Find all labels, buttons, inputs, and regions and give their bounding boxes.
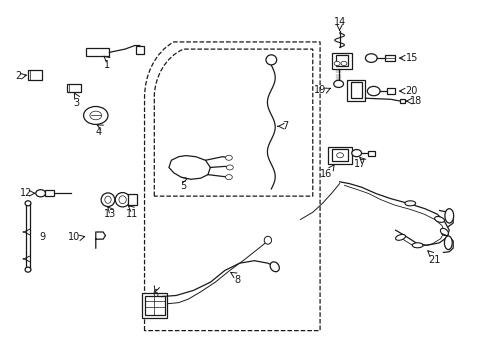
Ellipse shape (440, 228, 447, 236)
Bar (44, 190, 54, 196)
Circle shape (226, 165, 233, 170)
Ellipse shape (444, 209, 453, 223)
Circle shape (90, 111, 102, 120)
Text: 11: 11 (126, 210, 138, 219)
Ellipse shape (101, 193, 115, 207)
Ellipse shape (104, 196, 111, 203)
Ellipse shape (444, 236, 451, 249)
Ellipse shape (25, 201, 31, 206)
Text: 2: 2 (15, 71, 21, 81)
Text: 16: 16 (320, 168, 332, 179)
Bar (136, 45, 143, 54)
Text: 20: 20 (405, 86, 417, 96)
Text: 17: 17 (354, 159, 366, 169)
Bar (26, 203, 30, 270)
Circle shape (333, 61, 339, 66)
Text: 12: 12 (20, 188, 32, 198)
Bar (128, 194, 137, 205)
Text: 19: 19 (313, 85, 326, 95)
Bar (145, 296, 164, 315)
Circle shape (340, 61, 346, 66)
Ellipse shape (264, 236, 271, 244)
Circle shape (336, 153, 343, 158)
Bar (27, 69, 42, 80)
Text: 13: 13 (104, 210, 116, 219)
Circle shape (83, 107, 108, 125)
Ellipse shape (395, 234, 405, 240)
Text: 8: 8 (234, 275, 241, 285)
Bar (86, 48, 109, 56)
Text: 21: 21 (427, 255, 440, 265)
Bar (142, 293, 167, 318)
Text: 5: 5 (180, 181, 186, 191)
Ellipse shape (434, 216, 444, 222)
Circle shape (333, 80, 343, 87)
Bar (350, 82, 361, 98)
Bar (331, 53, 351, 69)
Bar (66, 84, 81, 92)
Bar (399, 99, 405, 103)
Bar (335, 55, 347, 66)
Circle shape (366, 86, 379, 96)
Ellipse shape (115, 193, 130, 207)
Text: 10: 10 (68, 232, 80, 242)
Circle shape (225, 175, 232, 180)
Text: 15: 15 (406, 53, 418, 63)
Text: 18: 18 (409, 96, 422, 106)
Text: 3: 3 (73, 98, 79, 108)
Bar (384, 55, 394, 60)
Ellipse shape (404, 201, 415, 206)
Circle shape (351, 149, 361, 157)
Text: 9: 9 (40, 232, 46, 242)
Ellipse shape (269, 262, 279, 272)
Circle shape (365, 54, 376, 62)
Bar (386, 88, 394, 94)
Text: 4: 4 (95, 127, 101, 137)
Circle shape (225, 155, 232, 160)
Ellipse shape (119, 196, 126, 204)
Bar (328, 147, 351, 164)
Text: 14: 14 (333, 17, 345, 27)
Bar (367, 150, 374, 156)
Text: 7: 7 (282, 121, 288, 131)
Circle shape (36, 190, 45, 197)
Bar (331, 149, 347, 161)
Ellipse shape (411, 243, 422, 248)
Ellipse shape (265, 55, 276, 65)
Text: 1: 1 (104, 60, 110, 70)
Polygon shape (168, 156, 210, 179)
Text: 6: 6 (152, 289, 159, 299)
Ellipse shape (25, 267, 31, 272)
Bar (346, 80, 365, 101)
